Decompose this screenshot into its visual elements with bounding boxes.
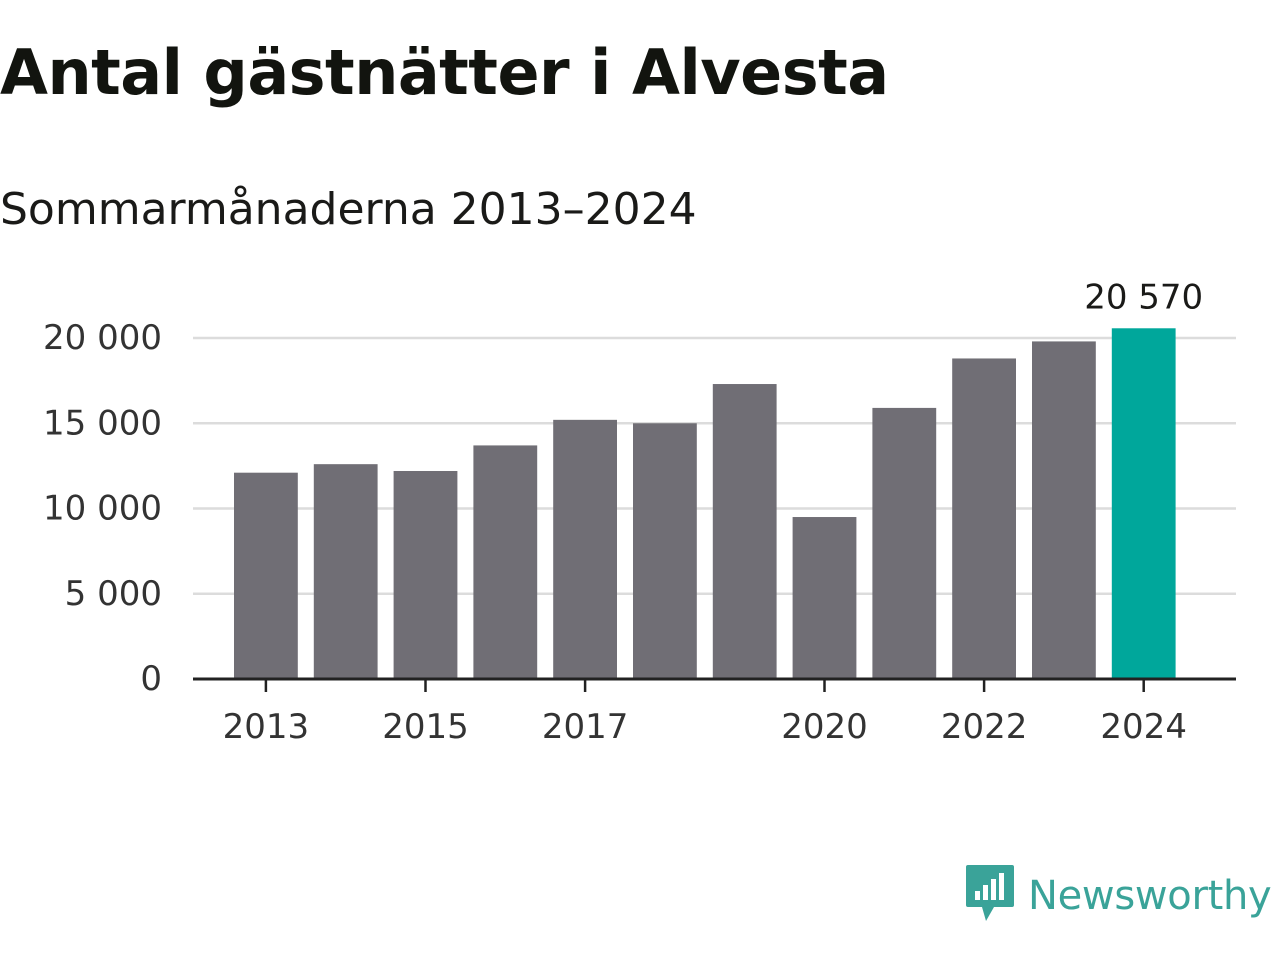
y-tick-label: 10 000 [43, 489, 162, 529]
y-tick-label: 15 000 [43, 403, 162, 443]
bar-highlight [1111, 328, 1176, 679]
brand-logo: Newsworthy [964, 863, 1272, 929]
bar [234, 472, 298, 679]
y-tick-label: 0 [140, 659, 162, 699]
x-tick-label: 2013 [223, 707, 310, 747]
bar [473, 445, 538, 679]
newsworthy-logo-icon [964, 863, 1016, 929]
y-tick-label: 5 000 [65, 574, 162, 614]
bar [633, 423, 697, 679]
bar [792, 517, 857, 679]
x-tick-label: 2015 [382, 707, 469, 747]
bar [872, 407, 937, 679]
y-tick-label: 20 000 [43, 318, 162, 358]
bar [952, 358, 1016, 679]
bar [1032, 341, 1096, 679]
bar [313, 464, 378, 679]
x-tick-label: 2020 [781, 707, 868, 747]
bar [712, 384, 777, 679]
chart-title: Antal gästnätter i Alvesta [0, 36, 889, 109]
x-tick-label: 2024 [1100, 707, 1187, 747]
data-label: 20 570 [1084, 277, 1203, 317]
x-tick-label: 2017 [542, 707, 629, 747]
chart-subtitle: Sommarmånaderna 2013–2024 [0, 184, 697, 235]
bar [393, 470, 458, 679]
bar [553, 419, 617, 679]
x-tick-label: 2022 [941, 707, 1028, 747]
brand-name: Newsworthy [1028, 873, 1272, 919]
